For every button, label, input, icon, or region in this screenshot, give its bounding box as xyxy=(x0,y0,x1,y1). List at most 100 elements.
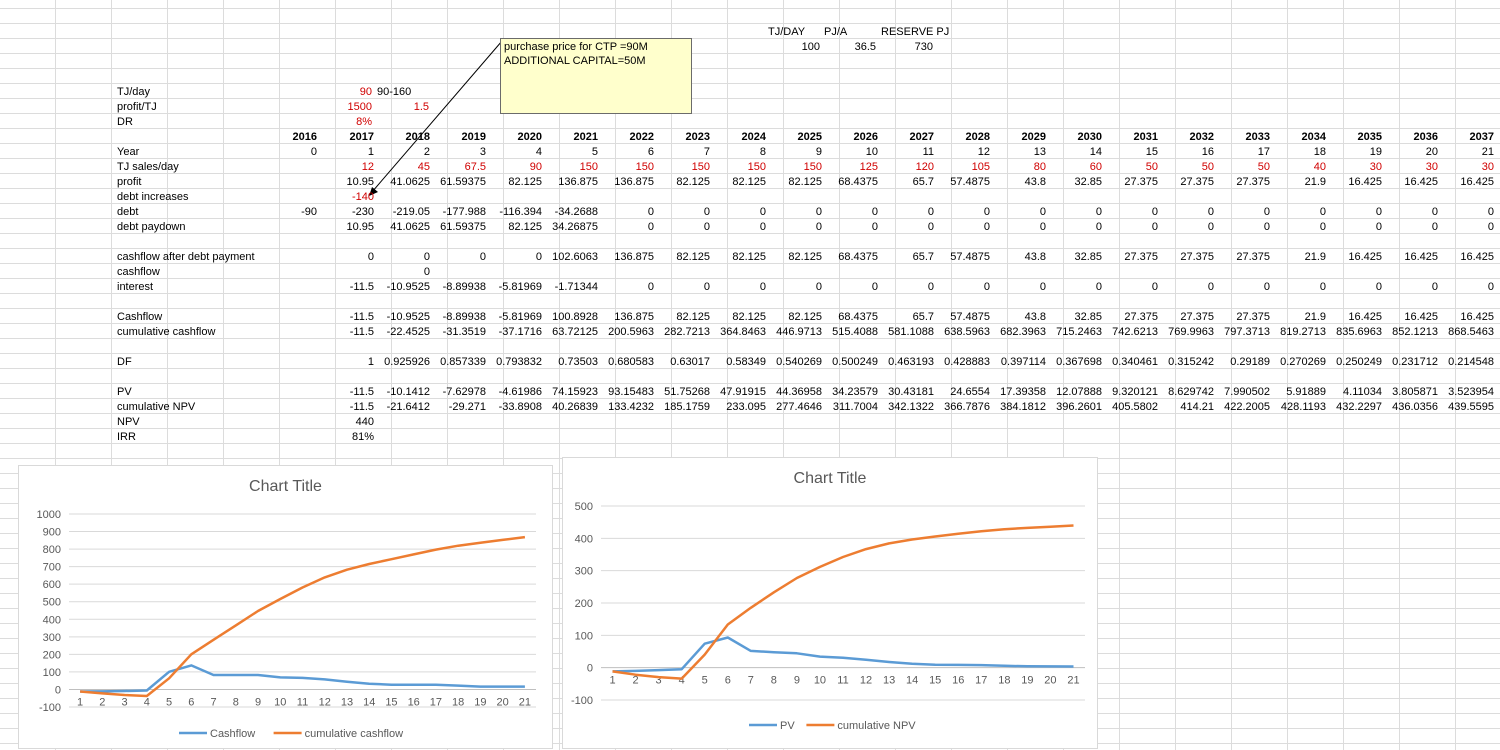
table-cell[interactable]: 0.63017 xyxy=(670,356,710,368)
table-cell[interactable]: 0 xyxy=(871,221,878,233)
row-label[interactable]: debt paydown xyxy=(117,221,186,233)
table-cell[interactable]: 82.125 xyxy=(732,251,766,263)
table-cell[interactable]: 50 xyxy=(1145,161,1158,173)
table-cell[interactable]: 65.7 xyxy=(912,311,934,323)
table-cell[interactable]: 682.3963 xyxy=(1000,326,1046,338)
table-cell[interactable]: 0 xyxy=(1263,281,1270,293)
table-cell[interactable]: 40.26839 xyxy=(552,401,598,413)
table-cell[interactable]: 0 xyxy=(1207,281,1214,293)
table-cell[interactable]: 4 xyxy=(535,146,542,158)
table-cell[interactable]: 32.85 xyxy=(1074,176,1102,188)
table-cell[interactable]: 446.9713 xyxy=(776,326,822,338)
table-cell[interactable]: 63.72125 xyxy=(552,326,598,338)
table-cell[interactable]: 105 xyxy=(971,161,990,173)
table-cell[interactable]: -34.2688 xyxy=(554,206,598,218)
table-cell[interactable]: 11 xyxy=(922,146,934,158)
table-cell[interactable]: 0.250249 xyxy=(1336,356,1382,368)
table-cell[interactable]: -4.61986 xyxy=(498,386,542,398)
table-cell[interactable]: 2 xyxy=(423,146,430,158)
table-cell[interactable]: 30 xyxy=(1481,161,1494,173)
row-label[interactable]: cumulative cashflow xyxy=(117,326,216,338)
table-cell[interactable]: 41.0625 xyxy=(390,176,430,188)
table-cell[interactable]: -21.6412 xyxy=(386,401,430,413)
table-cell[interactable]: 0 xyxy=(647,281,654,293)
table-cell[interactable]: 0 xyxy=(1039,221,1046,233)
table-cell[interactable]: 0 xyxy=(1431,221,1438,233)
top-value-reserve[interactable]: 730 xyxy=(914,41,933,53)
table-cell[interactable]: 61.59375 xyxy=(440,221,486,233)
table-cell[interactable]: 102.6063 xyxy=(552,251,598,263)
year-header-cell[interactable]: 2034 xyxy=(1301,131,1326,143)
table-cell[interactable]: 581.1088 xyxy=(888,326,934,338)
table-cell[interactable]: 0.500249 xyxy=(832,356,878,368)
year-header-cell[interactable]: 2036 xyxy=(1413,131,1438,143)
table-cell[interactable]: 0.315242 xyxy=(1168,356,1214,368)
year-header-cell[interactable]: 2027 xyxy=(909,131,934,143)
table-cell[interactable]: 638.5963 xyxy=(944,326,990,338)
table-cell[interactable]: 0.29189 xyxy=(1230,356,1270,368)
table-cell[interactable]: 133.4232 xyxy=(608,401,654,413)
param-profit-value[interactable]: 1500 xyxy=(347,101,372,113)
table-cell[interactable]: -116.394 xyxy=(499,206,542,218)
table-cell[interactable]: 0 xyxy=(703,206,710,218)
table-cell[interactable]: 0 xyxy=(927,221,934,233)
table-cell[interactable]: 0 xyxy=(1039,281,1046,293)
table-cell[interactable]: 0 xyxy=(1207,206,1214,218)
table-cell[interactable]: 16.425 xyxy=(1348,311,1382,323)
table-cell[interactable]: 57.4875 xyxy=(950,176,990,188)
year-header-cell[interactable]: 2024 xyxy=(741,131,766,143)
table-cell[interactable]: 57.4875 xyxy=(950,251,990,263)
table-cell[interactable]: 65.7 xyxy=(912,176,934,188)
chart-npv[interactable]: Chart Title 500 400 300 200 100 0 -100 1 2 3 4 5 6 7 8… xyxy=(562,457,1098,749)
table-cell[interactable]: 0 xyxy=(1487,206,1494,218)
table-cell[interactable]: 120 xyxy=(915,161,934,173)
table-cell[interactable]: 0 xyxy=(479,251,486,263)
row-label[interactable]: interest xyxy=(117,281,154,293)
year-header-cell[interactable]: 2020 xyxy=(517,131,542,143)
table-cell[interactable]: 0 xyxy=(815,281,822,293)
table-cell[interactable]: 82.125 xyxy=(676,251,710,263)
table-cell[interactable]: 82.125 xyxy=(508,176,542,188)
table-cell[interactable]: 45 xyxy=(417,161,430,173)
table-cell[interactable]: 21.9 xyxy=(1304,311,1326,323)
table-cell[interactable]: 100.8928 xyxy=(552,311,598,323)
table-cell[interactable]: 150 xyxy=(635,161,654,173)
table-cell[interactable]: 0 xyxy=(1375,281,1382,293)
table-cell[interactable]: 0 xyxy=(1431,206,1438,218)
table-cell[interactable]: 0.231712 xyxy=(1392,356,1438,368)
year-header-cell[interactable]: 2021 xyxy=(573,131,598,143)
table-cell[interactable]: 44.36958 xyxy=(776,386,822,398)
table-cell[interactable]: 9 xyxy=(815,146,822,158)
table-cell[interactable]: 3.523954 xyxy=(1448,386,1494,398)
table-cell[interactable]: 150 xyxy=(747,161,766,173)
table-cell[interactable]: 0 xyxy=(1431,281,1438,293)
chart-cashflow[interactable]: Chart Title 1000 900 800 700 600 500 400 300 200… xyxy=(18,465,553,749)
table-cell[interactable]: 0 xyxy=(871,206,878,218)
table-cell[interactable]: 0 xyxy=(1039,206,1046,218)
table-cell[interactable]: 27.375 xyxy=(1124,311,1158,323)
table-cell[interactable]: 0 xyxy=(759,206,766,218)
table-cell[interactable]: 439.5595 xyxy=(1448,401,1494,413)
table-cell[interactable]: 0 xyxy=(1319,281,1326,293)
table-cell[interactable]: 0 xyxy=(703,221,710,233)
row-label[interactable]: DF xyxy=(117,356,132,368)
table-cell[interactable]: 74.15923 xyxy=(552,386,598,398)
year-header-cell[interactable]: 2035 xyxy=(1357,131,1382,143)
table-cell[interactable]: 414.21 xyxy=(1180,401,1214,413)
table-cell[interactable]: 10 xyxy=(865,146,878,158)
table-cell[interactable]: 27.375 xyxy=(1236,176,1270,188)
table-cell[interactable]: 16.425 xyxy=(1348,176,1382,188)
table-cell[interactable]: 0.340461 xyxy=(1112,356,1158,368)
table-cell[interactable]: 0 xyxy=(1095,206,1102,218)
table-cell[interactable]: 819.2713 xyxy=(1280,326,1326,338)
year-header-cell[interactable]: 2029 xyxy=(1021,131,1046,143)
table-cell[interactable]: 30 xyxy=(1369,161,1382,173)
table-cell[interactable]: 34.23579 xyxy=(832,386,878,398)
table-cell[interactable]: 47.91915 xyxy=(720,386,766,398)
table-cell[interactable]: 835.6963 xyxy=(1336,326,1382,338)
table-cell[interactable]: 30.43181 xyxy=(888,386,934,398)
table-cell[interactable]: -29.271 xyxy=(448,401,486,413)
table-cell[interactable]: 10.95 xyxy=(346,221,374,233)
table-cell[interactable]: 0 xyxy=(423,251,430,263)
table-cell[interactable]: 16.425 xyxy=(1460,311,1494,323)
